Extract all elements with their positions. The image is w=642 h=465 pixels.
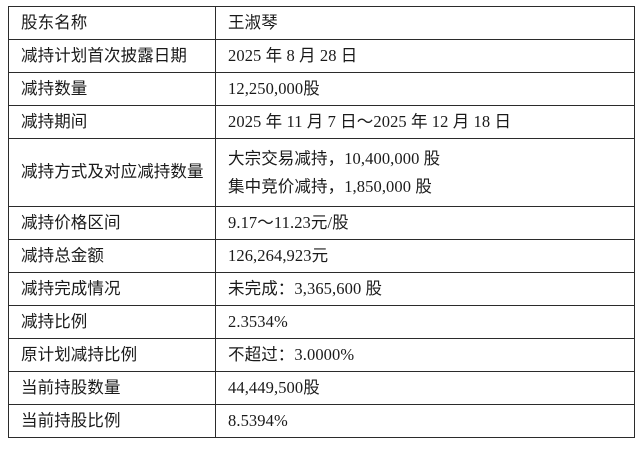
- row-value-reduction-method: 大宗交易减持，10,400,000 股 集中竞价减持，1,850,000 股: [215, 138, 635, 207]
- row-label-current-ratio: 当前持股比例: [8, 404, 216, 438]
- table-row: 股东名称 王淑琴: [8, 6, 635, 40]
- row-label-total-amount: 减持总金额: [8, 239, 216, 273]
- table-row: 减持总金额 126,264,923元: [8, 239, 635, 273]
- row-label-reduction-method: 减持方式及对应减持数量: [8, 138, 216, 207]
- table-row: 减持价格区间 9.17〜11.23元/股: [8, 206, 635, 240]
- row-label-shareholder-name: 股东名称: [8, 6, 216, 40]
- row-label-first-disclosure-date: 减持计划首次披露日期: [8, 39, 216, 73]
- table-row: 原计划减持比例 不超过：3.0000%: [8, 338, 635, 372]
- row-value-total-amount: 126,264,923元: [215, 239, 635, 273]
- table-row: 减持完成情况 未完成：3,365,600 股: [8, 272, 635, 306]
- row-label-reduction-quantity: 减持数量: [8, 72, 216, 106]
- row-value-completion-status: 未完成：3,365,600 股: [215, 272, 635, 306]
- row-value-reduction-period: 2025 年 11 月 7 日〜2025 年 12 月 18 日: [215, 105, 635, 139]
- row-label-completion-status: 减持完成情况: [8, 272, 216, 306]
- table-row: 当前持股数量 44,449,500股: [8, 371, 635, 405]
- reduction-method-centralized-bidding: 集中竞价减持，1,850,000 股: [228, 176, 432, 196]
- table-body: 股东名称 王淑琴 减持计划首次披露日期 2025 年 8 月 28 日 减持数量…: [8, 6, 635, 438]
- reduction-method-block-trade: 大宗交易减持，10,400,000 股: [228, 149, 441, 169]
- row-label-reduction-period: 减持期间: [8, 105, 216, 139]
- row-value-current-holdings: 44,449,500股: [215, 371, 635, 405]
- row-value-shareholder-name: 王淑琴: [215, 6, 635, 40]
- table-row: 减持比例 2.3534%: [8, 305, 635, 339]
- table-row: 当前持股比例 8.5394%: [8, 404, 635, 438]
- row-value-current-ratio: 8.5394%: [215, 404, 635, 438]
- row-value-planned-ratio: 不超过：3.0000%: [215, 338, 635, 372]
- table-row: 减持计划首次披露日期 2025 年 8 月 28 日: [8, 39, 635, 73]
- row-value-reduction-ratio: 2.3534%: [215, 305, 635, 339]
- row-value-first-disclosure-date: 2025 年 8 月 28 日: [215, 39, 635, 73]
- row-label-reduction-ratio: 减持比例: [8, 305, 216, 339]
- row-label-current-holdings: 当前持股数量: [8, 371, 216, 405]
- row-label-price-range: 减持价格区间: [8, 206, 216, 240]
- table-row: 减持方式及对应减持数量 大宗交易减持，10,400,000 股 集中竞价减持，1…: [8, 138, 635, 207]
- table-row: 减持期间 2025 年 11 月 7 日〜2025 年 12 月 18 日: [8, 105, 635, 139]
- row-value-reduction-quantity: 12,250,000股: [215, 72, 635, 106]
- table-row: 减持数量 12,250,000股: [8, 72, 635, 106]
- share-reduction-table: 股东名称 王淑琴 减持计划首次披露日期 2025 年 8 月 28 日 减持数量…: [8, 6, 635, 438]
- reduction-method-lines: 大宗交易减持，10,400,000 股 集中竞价减持，1,850,000 股: [228, 148, 634, 197]
- row-label-planned-ratio: 原计划减持比例: [8, 338, 216, 372]
- row-value-price-range: 9.17〜11.23元/股: [215, 206, 635, 240]
